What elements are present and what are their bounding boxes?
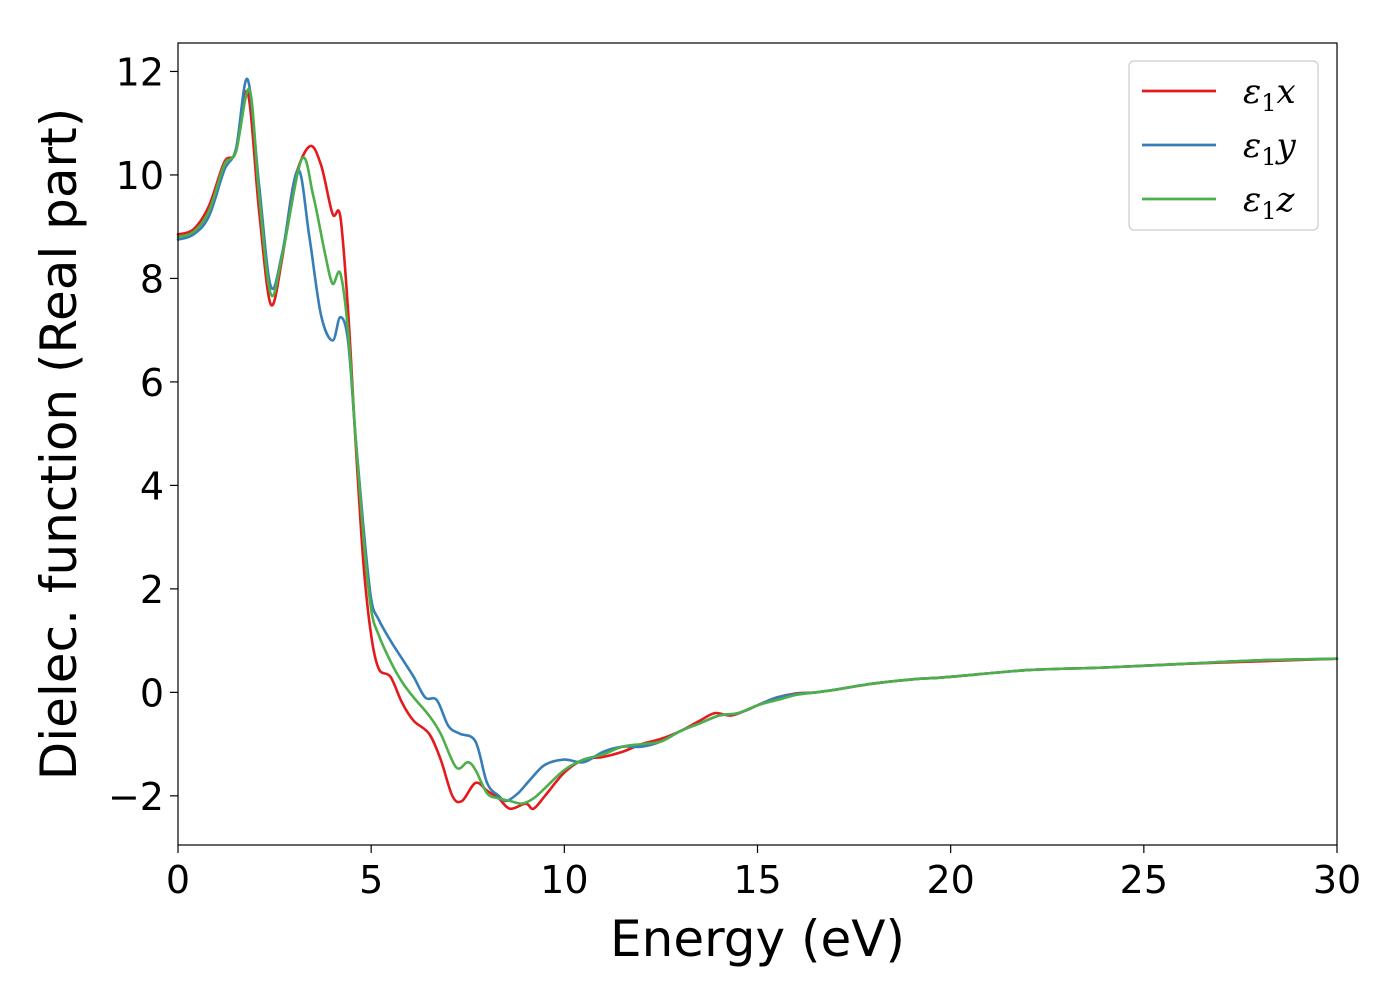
y-tick-label: 8 xyxy=(140,257,164,301)
x-tick-label: 0 xyxy=(166,858,190,902)
x-tick-label: 25 xyxy=(1120,858,1168,902)
plot-area xyxy=(176,77,1339,811)
y-tick-label: 12 xyxy=(116,50,164,94)
legend-entry-x: ε1x xyxy=(1243,72,1296,117)
legend: ε1x ε1y ε1z xyxy=(1128,60,1319,231)
legend-entry-y: ε1y xyxy=(1243,126,1297,171)
y-tick-label: −2 xyxy=(108,775,164,819)
legend-box xyxy=(1128,60,1319,231)
y-axis-label: Dielec. function (Real part) xyxy=(30,108,88,780)
legend-entry-z: ε1z xyxy=(1243,180,1296,225)
x-tick-label: 5 xyxy=(359,858,383,902)
x-tick-label: 10 xyxy=(540,858,588,902)
axes-frame xyxy=(177,42,1338,846)
x-tick-label: 20 xyxy=(926,858,974,902)
y-tick-label: 0 xyxy=(140,671,164,715)
x-tick-label: 30 xyxy=(1313,858,1361,902)
y-tick-label: 2 xyxy=(140,568,164,612)
x-tick-label: 15 xyxy=(733,858,781,902)
y-tick-label: 10 xyxy=(116,154,164,198)
y-tick-label: 4 xyxy=(140,464,164,508)
series-line-z xyxy=(176,88,1339,805)
x-axis-label: Energy (eV) xyxy=(610,910,905,968)
y-tick-label: 6 xyxy=(140,361,164,405)
